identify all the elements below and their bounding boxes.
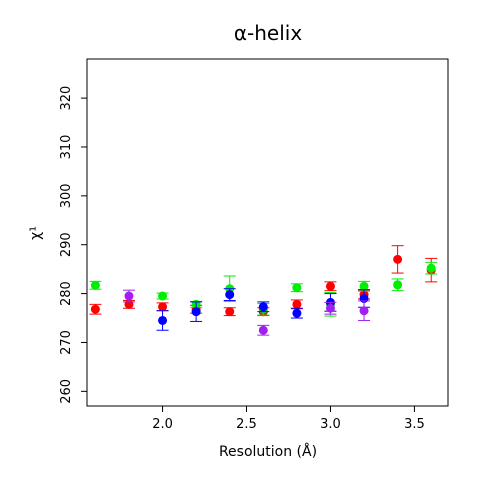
data-point bbox=[325, 303, 335, 313]
y-tick-label: 290 bbox=[59, 232, 74, 257]
x-axis: 2.0 2.5 3.0 3.5 bbox=[152, 406, 425, 432]
data-point bbox=[393, 280, 403, 290]
y-tick-label: 270 bbox=[59, 330, 74, 355]
plot-frame bbox=[86, 58, 449, 407]
chart-title: α-helix bbox=[234, 21, 302, 45]
y-axis-label: χ¹ bbox=[28, 226, 44, 240]
data-point bbox=[292, 299, 302, 309]
x-tick-label: 2.5 bbox=[236, 417, 257, 432]
data-point bbox=[158, 291, 168, 301]
data-point bbox=[225, 307, 235, 317]
y-axis: 260 270 280 290 300 310 320 bbox=[59, 86, 87, 404]
y-tick-label: 280 bbox=[59, 281, 74, 306]
data-point bbox=[90, 304, 100, 314]
data-point bbox=[292, 308, 302, 318]
data-point bbox=[225, 290, 235, 300]
x-axis-label: Resolution (Å) bbox=[219, 443, 317, 460]
data-point bbox=[393, 254, 403, 264]
data-point bbox=[90, 280, 100, 290]
data-marks bbox=[89, 245, 438, 336]
data-point bbox=[258, 325, 268, 335]
data-point bbox=[359, 306, 369, 316]
data-point bbox=[191, 307, 201, 317]
data-point bbox=[359, 281, 369, 291]
data-point bbox=[325, 281, 335, 291]
y-tick-label: 320 bbox=[59, 86, 74, 111]
x-tick-label: 2.0 bbox=[152, 417, 173, 432]
y-tick-label: 300 bbox=[59, 183, 74, 208]
x-tick-label: 3.5 bbox=[404, 417, 425, 432]
data-point bbox=[158, 302, 168, 312]
data-point bbox=[426, 263, 436, 273]
data-point bbox=[158, 315, 168, 325]
data-point bbox=[258, 302, 268, 312]
data-point bbox=[292, 283, 302, 293]
y-tick-label: 260 bbox=[59, 379, 74, 404]
data-point bbox=[124, 291, 134, 301]
y-tick-label: 310 bbox=[59, 135, 74, 160]
x-tick-label: 3.0 bbox=[320, 417, 341, 432]
